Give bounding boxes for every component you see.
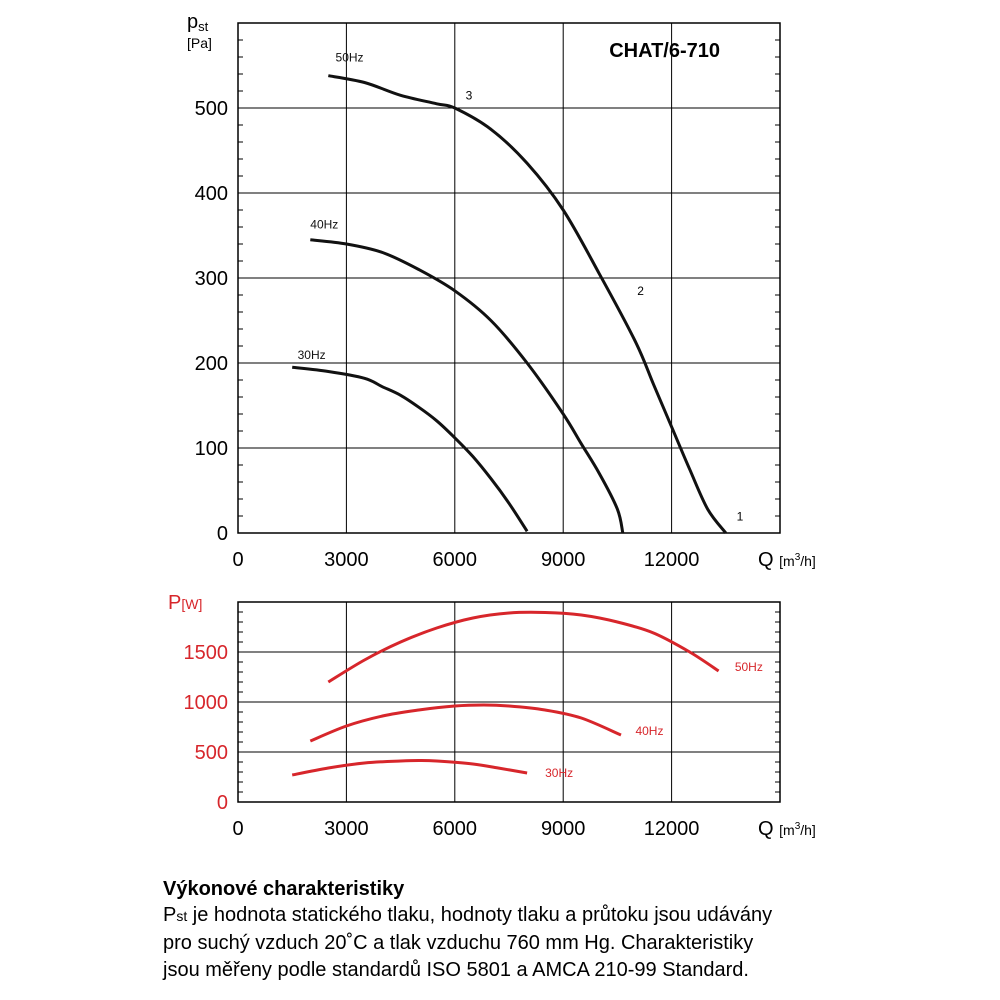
series-line-40hz xyxy=(310,238,625,534)
y-tick-label: 300 xyxy=(195,268,228,290)
operating-point-label: 1 xyxy=(737,509,744,523)
x-axis-title: Q [m3/h] xyxy=(758,549,816,571)
chart-title: CHAT/6-710 xyxy=(609,40,720,62)
series-line-50hz xyxy=(328,74,727,534)
y-tick-label: 100 xyxy=(195,438,228,460)
series-label: 50Hz xyxy=(735,660,763,674)
x-axis-title: Q [m3/h] xyxy=(758,818,816,840)
series-label: 40Hz xyxy=(635,724,663,738)
series-line-50hz xyxy=(327,610,720,684)
operating-point-label: 2 xyxy=(637,284,644,298)
y-axis-unit: [Pa] xyxy=(187,35,212,51)
caption-line-1-text: je hodnota statického tlaku, hodnoty tla… xyxy=(187,904,773,926)
series-label: 40Hz xyxy=(310,218,338,232)
y-tick-label: 500 xyxy=(195,742,228,764)
pressure-chart: 0 100 200 300 400 500 0 3000 6000 9000 12000 50Hz 40… xyxy=(187,11,816,571)
series-line-30hz xyxy=(292,365,529,533)
operating-point-label: 3 xyxy=(466,89,473,103)
y-tick-label: 1500 xyxy=(184,642,229,664)
y-tick-label: 400 xyxy=(195,183,228,205)
series-line-30hz xyxy=(291,758,528,777)
caption-title: Výkonové charakteristiky xyxy=(163,878,405,900)
caption-symbol: P xyxy=(163,904,177,926)
x-tick-label: 12000 xyxy=(644,549,700,571)
x-tick-label: 9000 xyxy=(541,549,586,571)
x-tick-label: 3000 xyxy=(324,549,369,571)
y-axis-title: P[W] xyxy=(168,592,202,614)
power-chart: 0 500 1000 1500 0 3000 6000 9000 12000 50Hz 40Hz 30… xyxy=(168,592,816,840)
series-label: 30Hz xyxy=(298,348,326,362)
x-tick-label: 6000 xyxy=(433,818,478,840)
series-label: 30Hz xyxy=(545,766,573,780)
caption-line-2: pro suchý vzduch 20˚C a tlak vzduchu 760… xyxy=(163,932,754,954)
x-tick-label: 3000 xyxy=(324,818,369,840)
x-tick-label: 12000 xyxy=(644,818,700,840)
caption: Výkonové charakteristiky Pst je hodnota … xyxy=(163,876,963,984)
y-tick-label: 0 xyxy=(217,523,228,545)
plot-frame xyxy=(237,22,781,534)
x-tick-label: 0 xyxy=(232,818,243,840)
plot-frame xyxy=(237,601,781,803)
y-tick-label: 200 xyxy=(195,353,228,375)
series-label: 50Hz xyxy=(336,50,364,64)
x-tick-label: 0 xyxy=(232,549,243,571)
y-tick-label: 0 xyxy=(217,792,228,814)
y-axis-title: pst xyxy=(187,11,209,34)
x-tick-label: 9000 xyxy=(541,818,586,840)
series-line-40hz xyxy=(309,703,622,743)
caption-symbol-subscript: st xyxy=(176,908,188,924)
y-tick-label: 500 xyxy=(195,98,228,120)
x-tick-label: 6000 xyxy=(433,549,478,571)
caption-line-1: Pst je hodnota statického tlaku, hodnoty… xyxy=(163,902,963,930)
y-tick-label: 1000 xyxy=(184,692,229,714)
caption-line-3: jsou měřeny podle standardů ISO 5801 a A… xyxy=(163,959,749,981)
